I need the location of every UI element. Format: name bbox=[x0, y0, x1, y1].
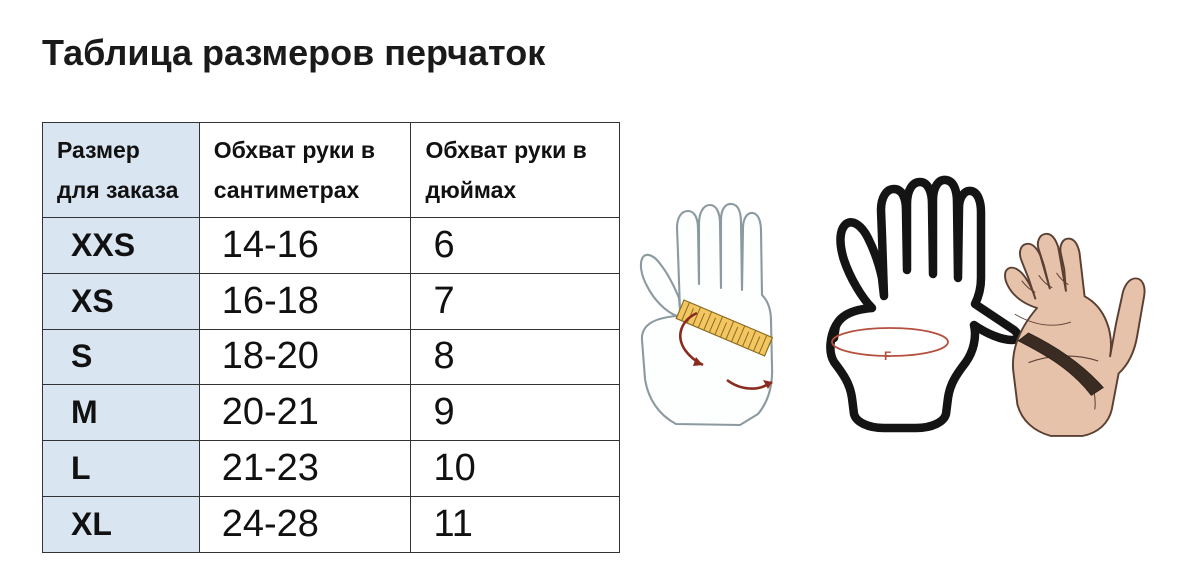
svg-text:F: F bbox=[884, 349, 891, 363]
